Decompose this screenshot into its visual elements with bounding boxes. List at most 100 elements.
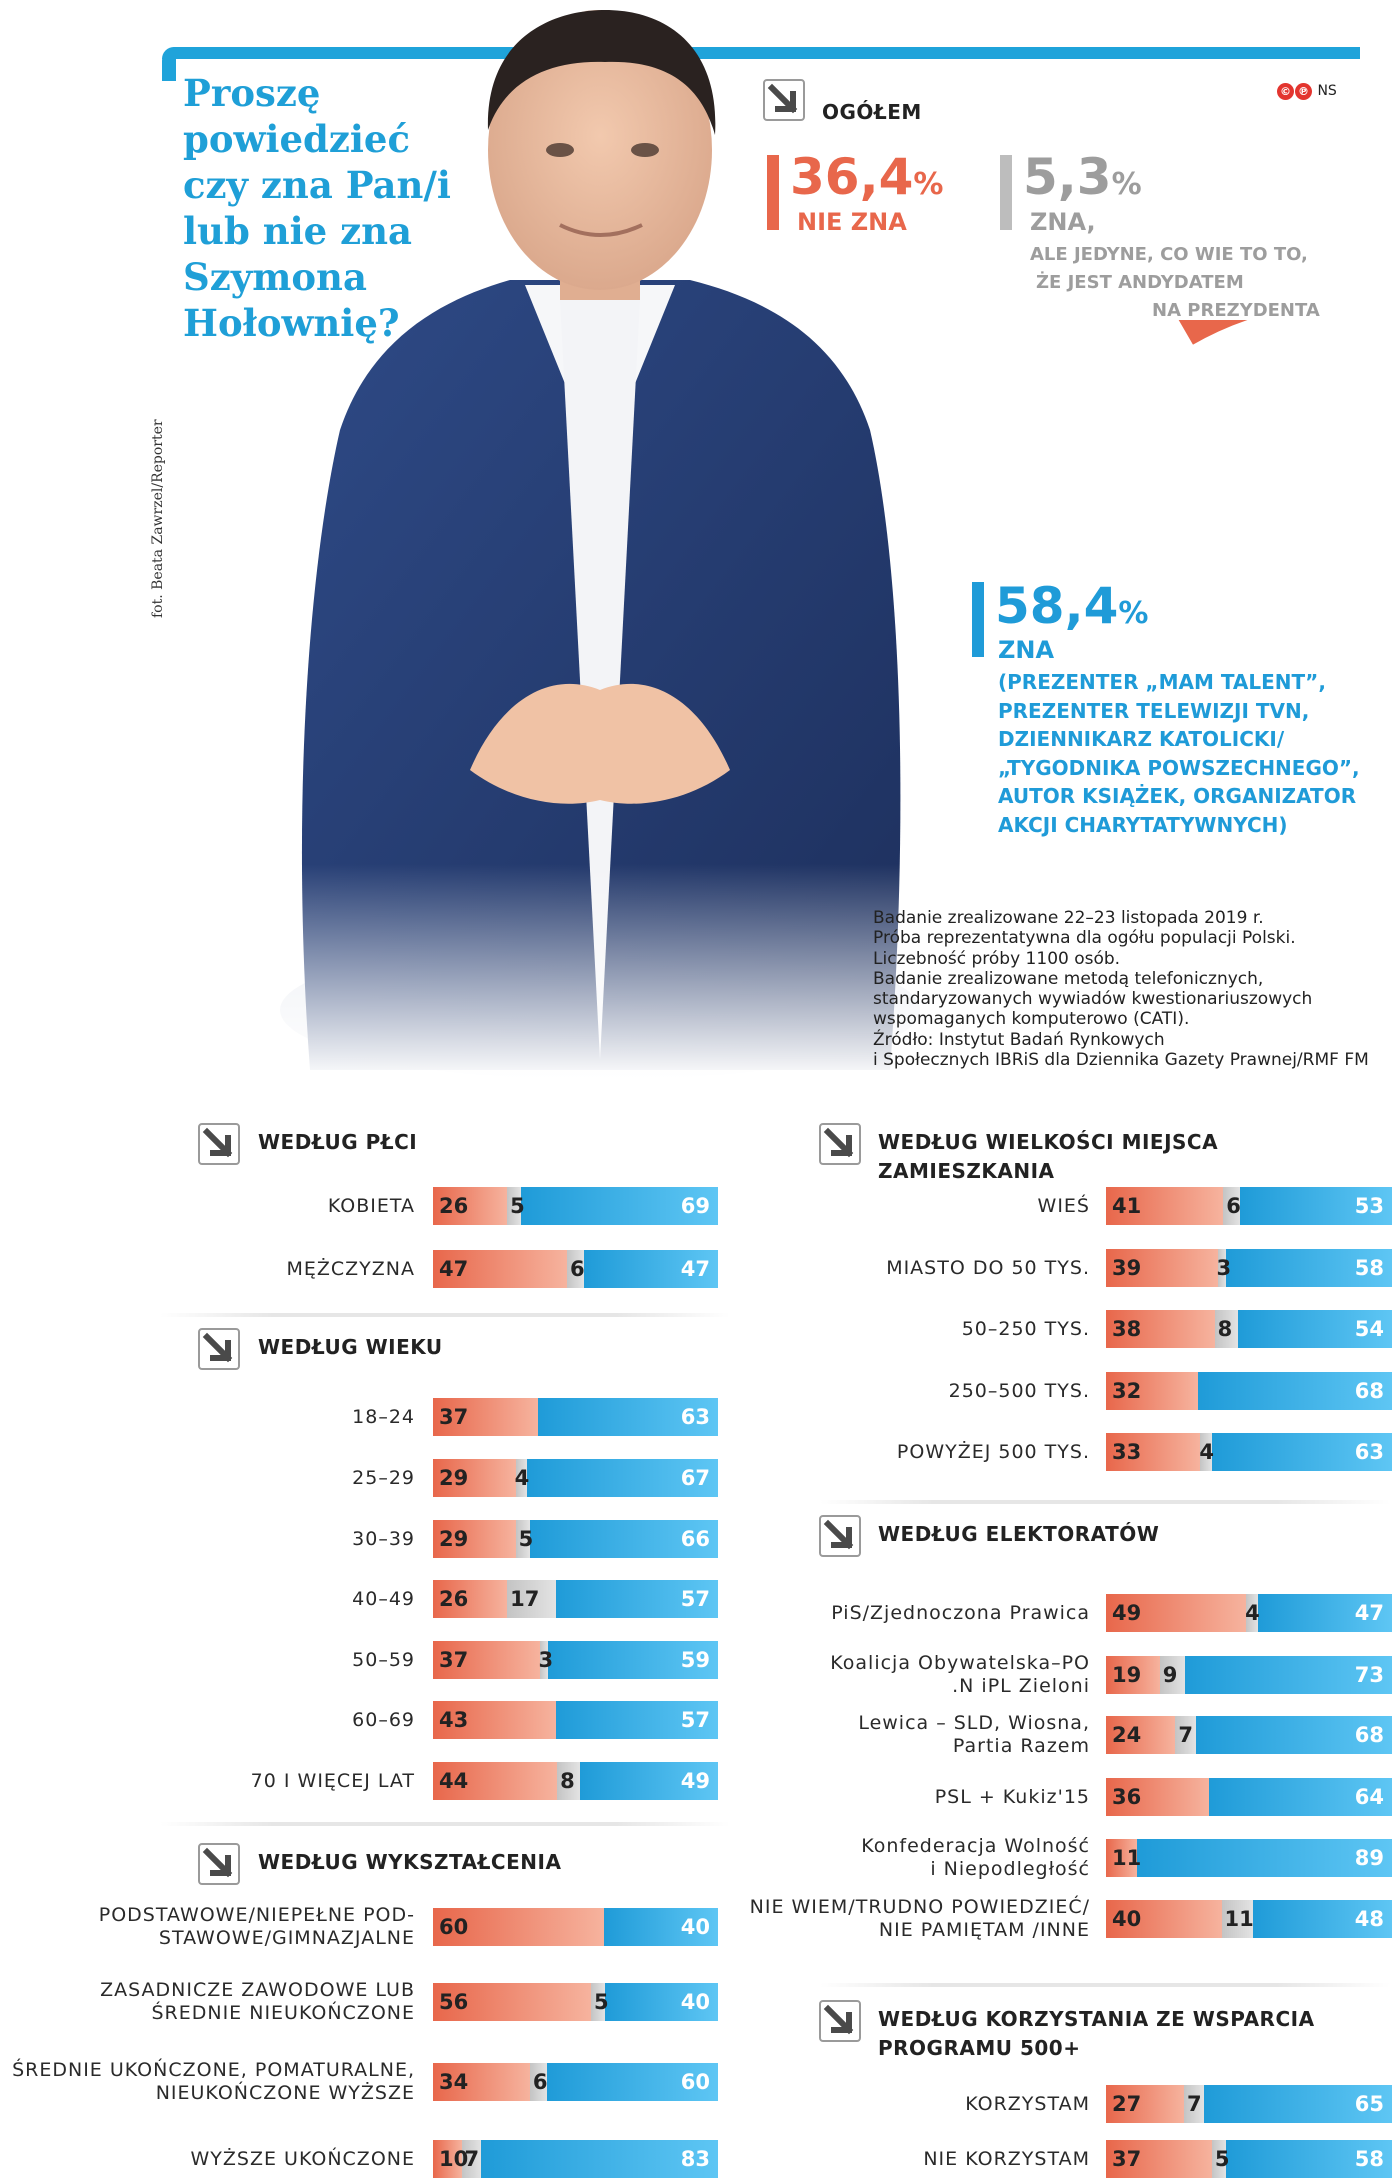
stacked-bar: 10 7 83	[433, 2140, 718, 2178]
bar-segment-nie-zna	[433, 1187, 508, 1225]
nie-zna-value: 36,4%	[790, 148, 944, 206]
chart-section-title: WEDŁUG KORZYSTANIA ZE WSPARCIA PROGRAMU 5…	[878, 2005, 1315, 2063]
chart-section-title-line: WEDŁUG KORZYSTANIA ZE WSPARCIA	[878, 2007, 1315, 2031]
stacked-bar: 60 40	[433, 1908, 718, 1946]
stacked-bar: 41 6 53	[1106, 1187, 1392, 1225]
bar-category-label: NIE WIEM/TRUDNO POWIEDZIEĆ/NIE PAMIĘTAM …	[750, 1896, 1090, 1942]
bar-value-andydat: 5	[1214, 2147, 1230, 2171]
bar-value-andydat: 7	[464, 2147, 480, 2171]
bar-category-label-line: 50–250 TYS.	[961, 1317, 1090, 1340]
bar-value-andydat: 7	[1187, 2092, 1202, 2116]
bar-category-label-line: PSL + Kukiz'15	[934, 1785, 1090, 1808]
bar-segment-zna	[1197, 1372, 1392, 1410]
bar-value-andydat: 7	[1178, 1723, 1193, 1747]
bar-value-nie-zna: 10	[439, 2147, 469, 2171]
chart-section-title: WEDŁUG WIELKOŚCI MIEJSCA ZAMIESZKANIA	[878, 1128, 1400, 1186]
zna-label: ZNA	[998, 636, 1055, 664]
bar-category-label-line: 70 I WIĘCEJ LAT	[250, 1769, 415, 1792]
zna-description-line: PREZENTER TELEWIZJI TVN,	[998, 698, 1310, 723]
bar-segment-nie-zna	[1106, 1310, 1215, 1348]
bar-value-nie-zna: 40	[1112, 1907, 1142, 1931]
stacked-bar: 11 89	[1106, 1839, 1392, 1877]
bar-value-zna: 47	[1354, 1601, 1384, 1625]
andydat-sub2: ŻE JEST ANDYDATEM	[1036, 272, 1244, 293]
donut-slice-nie-zna	[1174, 320, 1261, 351]
bar-value-andydat: 6	[532, 2070, 548, 2094]
stacked-bar: 26 17 57	[433, 1580, 718, 1618]
bar-value-andydat: 5	[518, 1527, 534, 1551]
bar-category-label-line: 30–39	[352, 1527, 415, 1550]
stacked-bar: 29 4 67	[433, 1459, 718, 1497]
bar-category-label: Lewica – SLD, Wiosna, Partia Razem	[858, 1712, 1090, 1758]
bar-value-andydat: 5	[510, 1194, 525, 1218]
chart-section-title: WEDŁUG WIEKU	[258, 1333, 443, 1362]
bar-value-nie-zna: 49	[1112, 1601, 1142, 1625]
andydat-marker	[1000, 155, 1012, 230]
bar-segment-nie-zna	[1106, 1656, 1160, 1694]
bar-category-label-line: 60–69	[352, 1708, 415, 1731]
bar-category-label: 25–29	[352, 1467, 415, 1490]
bar-category-label-line: POWYŻEJ 500 TYS.	[896, 1440, 1090, 1463]
bar-category-label-line: ZASADNICZE ZAWODOWE LUB	[100, 1979, 415, 2001]
bar-value-zna: 48	[1354, 1907, 1384, 1931]
bar-category-label-line: NIE KORZYSTAM	[923, 2147, 1090, 2170]
bar-category-label: 40–49	[352, 1588, 415, 1611]
bar-category-label-line: Lewica – SLD, Wiosna,	[858, 1712, 1090, 1734]
bar-value-zna: 53	[1354, 1194, 1384, 1218]
bar-category-label: WIEŚ	[1038, 1195, 1090, 1218]
bar-segment-andydat	[566, 1250, 585, 1288]
bar-segment-zna	[527, 1459, 718, 1497]
bar-value-zna: 66	[680, 1527, 710, 1551]
bar-category-label-line: Konfederacja Wolność	[861, 1835, 1090, 1857]
bar-value-zna: 73	[1354, 1663, 1384, 1687]
bar-value-zna: 63	[680, 1405, 710, 1429]
bar-value-nie-zna: 26	[439, 1587, 469, 1611]
bar-value-andydat: 9	[1162, 1663, 1178, 1687]
bar-segment-andydat	[1159, 1656, 1186, 1694]
bar-value-andydat: 4	[514, 1466, 530, 1490]
stacked-bar: 47 6 47	[433, 1250, 718, 1288]
bar-category-label: 50–59	[352, 1649, 415, 1672]
note-line: Próba reprezentatywna dla ogółu populacj…	[873, 928, 1296, 949]
bar-segment-zna	[538, 1398, 718, 1436]
bar-value-nie-zna: 60	[439, 1915, 469, 1939]
photo-credit: fot. Beata Zawrzel/Reporter	[150, 419, 166, 618]
bar-segment-nie-zna	[1106, 1839, 1138, 1877]
bar-value-nie-zna: 26	[439, 1194, 469, 1218]
overall-donut-chart	[1174, 320, 1261, 351]
bar-segment-nie-zna	[433, 1398, 539, 1436]
bar-segment-nie-zna	[1106, 2140, 1212, 2178]
andydat-value: 5,3%	[1023, 148, 1142, 206]
bar-segment-andydat	[1246, 1594, 1258, 1632]
bar-segment-zna	[1253, 1900, 1392, 1938]
bar-segment-nie-zna	[1106, 1778, 1209, 1816]
bar-category-label: PiS/Zjednoczona Prawica	[831, 1602, 1090, 1625]
nie-zna-label: NIE ZNA	[797, 208, 907, 236]
bar-value-zna: 64	[1354, 1785, 1384, 1809]
bar-value-zna: 58	[1354, 1256, 1384, 1280]
bar-segment-andydat	[557, 1762, 580, 1800]
bar-value-zna: 63	[1354, 1440, 1384, 1464]
bar-segment-zna	[481, 2140, 718, 2178]
zna-value: 58,4%	[995, 577, 1149, 635]
bar-value-nie-zna: 38	[1112, 1317, 1142, 1341]
stacked-bar: 26 5 69	[433, 1187, 718, 1225]
chart-section-title-line: PROGRAMU 500+	[878, 2036, 1081, 2060]
bar-value-zna: 68	[1354, 1379, 1384, 1403]
bar-segment-andydat	[529, 2063, 547, 2101]
protected-icon: ℗	[1295, 83, 1312, 100]
bar-category-label-line: WYŻSZE UKOŃCZONE	[190, 2147, 415, 2170]
bar-segment-zna	[579, 1762, 718, 1800]
bar-category-label: 18–24	[352, 1406, 415, 1429]
stacked-bar: 40 11 48	[1106, 1900, 1392, 1938]
note-line: wspomaganych komputerowo (CATI).	[873, 1009, 1190, 1030]
bar-segment-andydat	[1217, 1249, 1227, 1287]
bar-segment-nie-zna	[1106, 1372, 1198, 1410]
arrow-down-right-icon	[819, 1123, 861, 1165]
bar-segment-nie-zna	[1106, 1249, 1218, 1287]
bar-segment-nie-zna	[1106, 1433, 1201, 1471]
bar-category-label: 50–250 TYS.	[962, 1318, 1090, 1341]
overall-heading: OGÓŁEM	[822, 100, 922, 124]
stacked-bar: 56 5 40	[433, 1983, 718, 2021]
bar-value-nie-zna: 41	[1112, 1194, 1142, 1218]
